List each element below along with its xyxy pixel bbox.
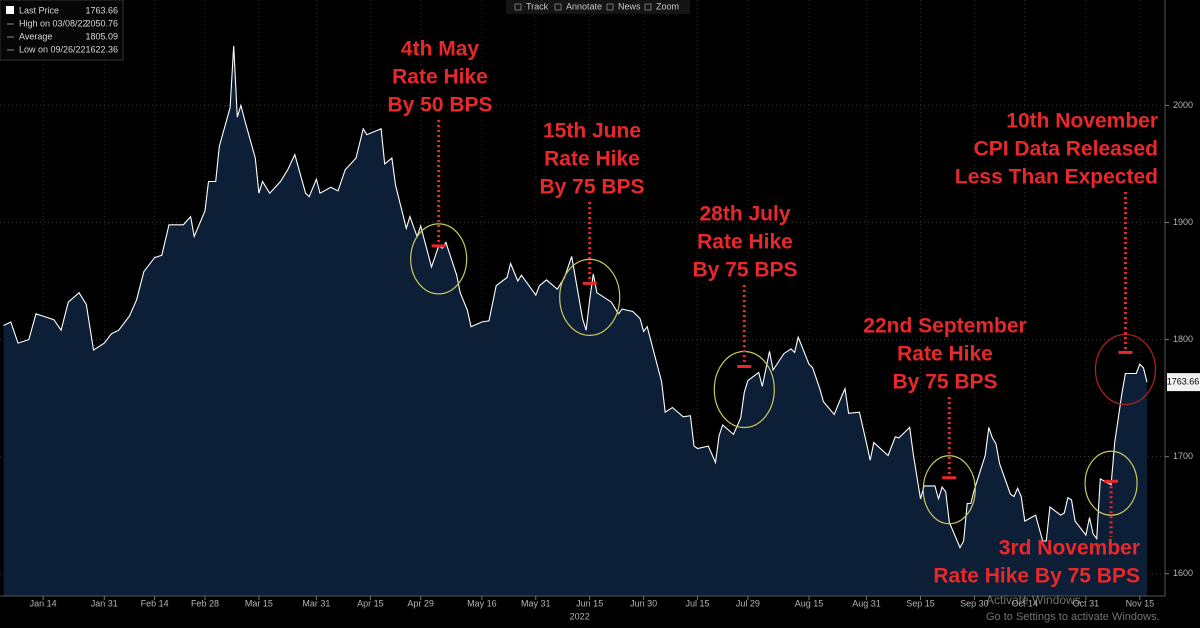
toolbar-button[interactable]: Annotate (566, 1, 602, 11)
annotations: 4th May Rate Hike By 50 BPS 15th June Rate H… (387, 38, 1158, 588)
annotation-text: By 75 BPS (539, 176, 644, 199)
toolbar-button[interactable]: Zoom (656, 1, 679, 11)
x-tick-label: Oct 14 (1012, 598, 1039, 608)
x-tick-label: Jan 14 (30, 598, 57, 608)
x-tick-label: Feb 28 (191, 598, 219, 608)
price-tag-label: 1763.66 (1167, 376, 1200, 386)
x-tick-label: Aug 31 (852, 598, 881, 608)
x-tick-label: Sep 15 (906, 598, 935, 608)
toolbar-icon[interactable] (514, 3, 522, 11)
toolbar-icon[interactable] (606, 3, 614, 11)
legend-label: Low on 09/26/22 (19, 44, 86, 54)
annotation-text: Rate Hike (897, 343, 993, 366)
legend-panel (0, 0, 124, 61)
y-tick-label: 1800 (1173, 334, 1193, 344)
legend-label: Average (19, 31, 52, 41)
plot-area (3, 45, 1148, 596)
x-tick-label: Mar 31 (302, 598, 330, 608)
x-tick-label: Feb 14 (141, 598, 169, 608)
legend-label: Last Price (19, 5, 59, 15)
annotation-text: CPI Data Released (974, 138, 1158, 161)
year-label: 2022 (570, 611, 590, 621)
watermark-text: Activate Windows (986, 593, 1081, 607)
x-tick-label: Mar 15 (245, 598, 273, 608)
annotation-text: 15th June (543, 120, 641, 143)
annotation-text: By 75 BPS (692, 259, 797, 282)
x-tick-label: Jul 29 (736, 598, 760, 608)
annotation-text: By 50 BPS (387, 94, 492, 117)
x-tick-label: Apr 29 (407, 598, 434, 608)
annotation-text: Rate Hike (697, 231, 793, 254)
ui-overlay: Last Price 1763.66 High on 03/08/222050.76… (0, 0, 1160, 623)
annotation-text: Rate Hike (392, 66, 488, 89)
toolbar-button[interactable]: Track (526, 1, 549, 11)
annotation-text: By 75 BPS (892, 371, 997, 394)
annotation-text: 3rd November (999, 537, 1140, 560)
y-tick-label: 2000 (1173, 100, 1193, 110)
annotation-text: 28th July (699, 203, 790, 226)
annotation-text: Rate Hike By 75 BPS (933, 565, 1140, 588)
annotation-text: 22nd September (863, 315, 1026, 338)
x-tick-label: Jan 31 (91, 598, 118, 608)
price-tag (1167, 373, 1200, 392)
x-tick-label: Aug 15 (795, 598, 824, 608)
highlight-circle (559, 258, 621, 336)
toolbar-icon[interactable] (644, 3, 652, 11)
annotation-text: Rate Hike (544, 148, 640, 171)
watermark-text: Go to Settings to activate Windows. (986, 611, 1160, 623)
legend-value: 1805.09 (85, 31, 118, 41)
highlight-circle (1094, 333, 1157, 406)
highlight-circle (922, 455, 976, 525)
toolbar-icon[interactable] (554, 3, 562, 11)
y-tick-label: 1600 (1173, 568, 1193, 578)
highlight-circle (410, 223, 468, 295)
x-tick-label: May 31 (521, 598, 551, 608)
annotation-text: 4th May (401, 38, 480, 61)
x-tick-label: Jul 15 (686, 598, 710, 608)
highlight-circle (1084, 450, 1138, 516)
legend-value: 2050.76 (85, 18, 118, 28)
x-tick-label: Jun 15 (576, 598, 603, 608)
x-tick-label: Oct 31 (1073, 598, 1100, 608)
x-tick-label: Sep 30 (960, 598, 989, 608)
legend-value: 1763.66 (85, 5, 118, 15)
x-tick-label: Jun 30 (630, 598, 657, 608)
area (3, 45, 1148, 596)
legend-icon (6, 6, 14, 14)
line (3, 45, 1148, 549)
legend-label: High on 03/08/22 (19, 18, 88, 28)
annotation-text: 10th November (1006, 110, 1158, 133)
axes: 1600 1700 1800 1900 2000 Jan 14 Jan 31 Feb 14 Fe… (30, 100, 1200, 621)
y-tick-label: 1900 (1173, 217, 1193, 227)
x-tick-label: Apr 15 (357, 598, 384, 608)
toolbar[interactable] (506, 0, 690, 14)
y-tick-label: 1700 (1173, 451, 1193, 461)
annotation-text: Less Than Expected (955, 166, 1158, 189)
legend-value: 1622.36 (85, 44, 118, 54)
x-tick-label: Nov 15 (1126, 598, 1155, 608)
toolbar-button[interactable]: News (618, 1, 641, 11)
x-tick-label: May 16 (467, 598, 497, 608)
